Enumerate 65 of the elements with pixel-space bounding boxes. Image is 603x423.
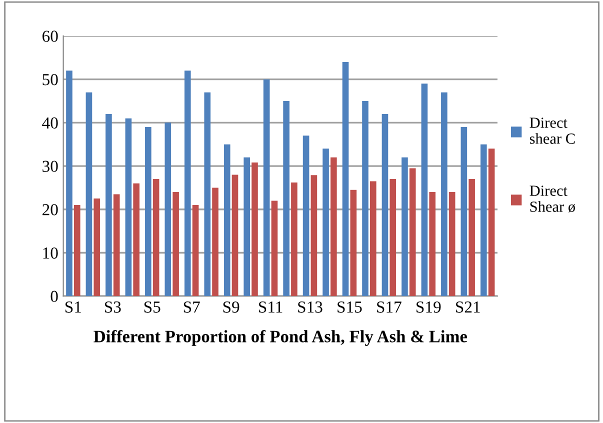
- x-tick-label: S17: [377, 301, 402, 313]
- bar: [212, 188, 218, 296]
- y-tick-label: 10: [43, 247, 58, 259]
- x-tick-label: S7: [184, 301, 200, 313]
- x-tick-label: S19: [416, 301, 441, 313]
- bar: [322, 148, 329, 296]
- x-tick-label: S3: [104, 301, 121, 313]
- x-tick-label: S13: [298, 301, 322, 313]
- x-tick-label: S5: [144, 301, 160, 313]
- bar: [74, 205, 80, 296]
- bar: [330, 157, 337, 296]
- x-tick-label: S15: [338, 301, 362, 313]
- bar: [252, 162, 258, 296]
- bar: [133, 183, 140, 296]
- bar: [429, 192, 436, 296]
- bar: [441, 92, 448, 296]
- bar: [244, 157, 250, 296]
- bar: [291, 182, 298, 296]
- bar: [310, 175, 318, 296]
- x-tick-label: S21: [456, 301, 480, 313]
- bar: [302, 136, 310, 296]
- bar: [480, 144, 487, 296]
- bar: [192, 205, 199, 296]
- bar: [362, 100, 368, 296]
- bar: [263, 79, 270, 296]
- x-tick-label: S9: [223, 301, 240, 313]
- bar: [402, 157, 408, 296]
- bar: [152, 179, 160, 296]
- bar: [283, 100, 290, 296]
- bar: [66, 70, 72, 296]
- legend-label: Direct Shear ø: [530, 186, 576, 212]
- bar: [145, 127, 152, 296]
- x-tick-label: S11: [258, 301, 282, 313]
- bar: [421, 84, 428, 296]
- bar: [204, 92, 211, 296]
- bar: [164, 122, 172, 296]
- bar: [184, 70, 191, 296]
- y-tick-label: 50: [42, 74, 58, 86]
- y-tick-label: 0: [50, 290, 58, 302]
- bar: [125, 118, 132, 296]
- y-tick-label: 60: [42, 30, 58, 42]
- bar: [86, 92, 92, 296]
- y-tick-label: 40: [42, 117, 58, 129]
- bar: [460, 127, 468, 296]
- bar: [224, 144, 230, 296]
- y-tick-label: 30: [42, 160, 58, 172]
- legend-label: Direct shear C: [530, 118, 575, 144]
- bar: [488, 148, 495, 296]
- bar: [94, 198, 100, 296]
- x-tick-label: S1: [65, 301, 81, 313]
- bar: [468, 179, 475, 296]
- bar: [382, 114, 388, 296]
- bar: [448, 192, 456, 296]
- bar: [106, 114, 112, 296]
- bar: [232, 174, 238, 296]
- bar: [390, 179, 396, 296]
- bar: [370, 181, 376, 296]
- bar: [271, 200, 278, 296]
- bar: [172, 192, 179, 296]
- bar: [113, 194, 120, 296]
- bar: [342, 62, 349, 296]
- x-axis-title: Different Proportion of Pond Ash, Fly Ash & Lime: [94, 330, 467, 346]
- y-tick-label: 20: [42, 204, 58, 216]
- bar: [409, 168, 416, 296]
- bar: [350, 190, 357, 296]
